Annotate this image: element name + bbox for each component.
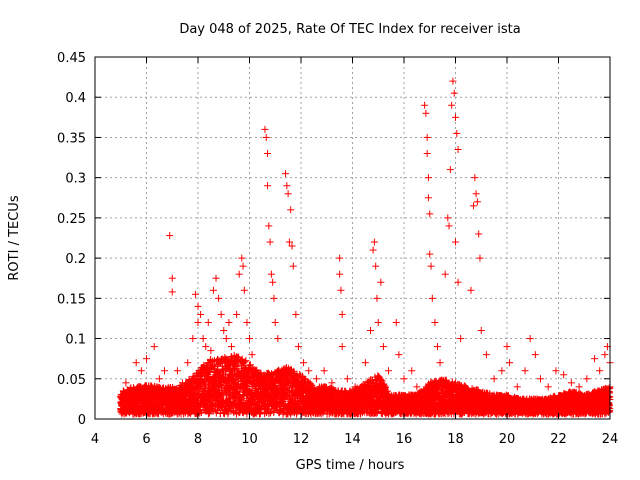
grid [95, 57, 610, 419]
data-points [117, 77, 614, 418]
